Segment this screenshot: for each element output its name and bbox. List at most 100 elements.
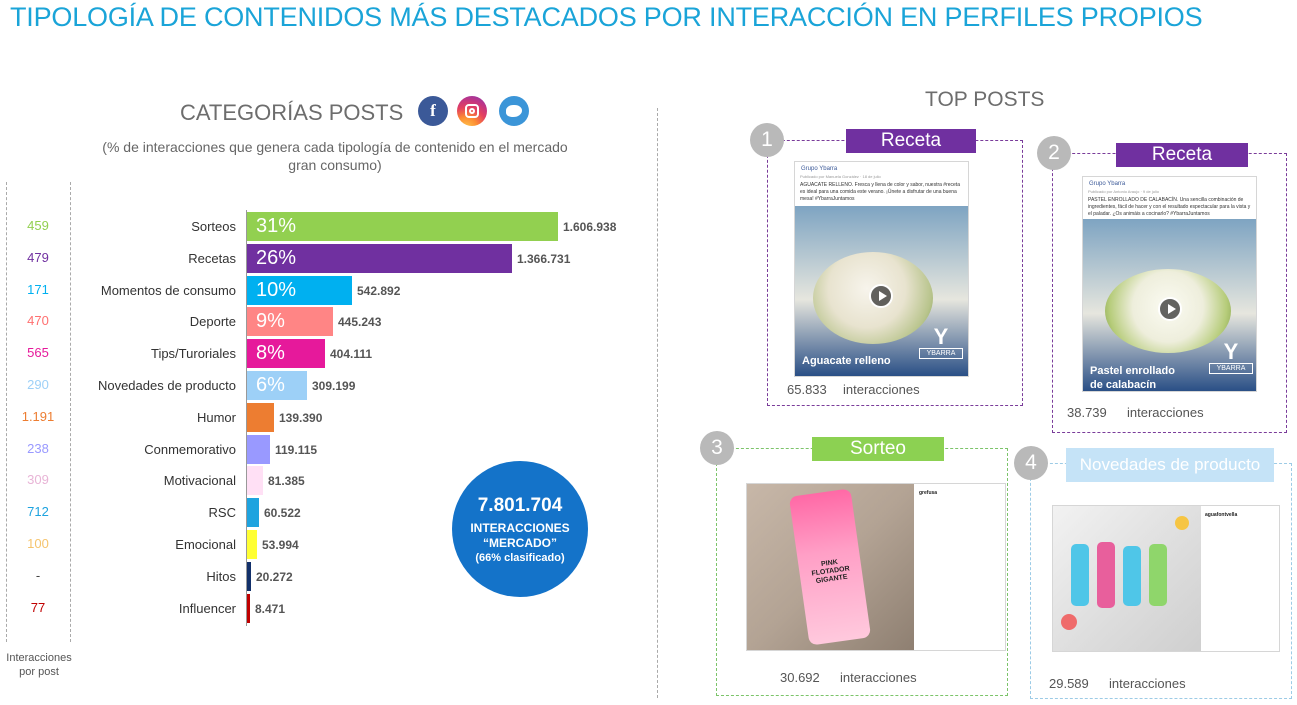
photo-caption: Aguacate relleno [802,355,891,367]
category-label: Tips/Turoriales [150,346,236,362]
interactions-per-post: 290 [27,377,49,392]
interactions-per-post: 565 [27,345,49,361]
twitter-icon [499,96,529,126]
interactions-per-post: 479 [27,249,49,265]
bar [247,434,270,464]
product-bag: PINK FLOTADOR GIGANTE [788,488,872,646]
post-date: Publicado por Antonio Araujo · 9 de juli… [1088,189,1159,194]
bar [247,593,250,623]
bar-value-label: 20.272 [256,569,293,584]
rank-badge: 1 [750,123,784,157]
interactions-per-post: 459 [27,218,49,233]
interactions-per-post: 171 [27,281,49,297]
bar-value-label: 1.366.731 [517,251,571,266]
categories-title: CATEGORÍAS POSTS [180,100,404,125]
interactions-per-post: 100 [27,536,49,551]
category-label: Motivacional [163,473,236,489]
bar-value-label: 445.243 [338,315,382,330]
bar [247,243,512,273]
bar [247,275,352,305]
bar-percent-label: 10% [256,278,297,301]
bar-value-label: 8.471 [255,601,286,616]
interactions-per-post: 238 [27,440,49,456]
bar [247,212,558,241]
interactions-per-post: 712 [27,504,49,520]
category-tag: Novedades de producto [1066,448,1274,482]
categories-subtitle: (% de interacciones que genera cada tipo… [102,139,568,173]
category-label: Recetas [188,250,236,266]
post-photo: Aguacate relleno Y YBARRA [795,206,968,376]
post-account: Grupo Ybarra [1089,181,1126,187]
per-post-caption: Interacciones por post [6,652,72,678]
bar-percent-label: 6% [256,374,285,396]
facebook-icon: f [418,96,448,126]
category-label: RSC [208,505,236,521]
play-icon[interactable] [869,284,893,308]
post-date: Publicado por Manuela González · 18 de j… [800,174,881,179]
bar-percent-label: 9% [256,310,285,333]
post-thumbnail[interactable]: PINK FLOTADOR GIGANTE grefusa [746,483,1006,651]
bar-percent-label: 26% [256,246,297,269]
bar-value-label: 139.390 [279,410,323,425]
bar [247,402,274,432]
photo-caption: Pastel enrollado de calabacín [1090,365,1175,391]
bar-value-label: 1.606.938 [563,220,617,234]
top-posts-title: TOP POSTS [925,88,1045,111]
bar-value-label: 119.115 [275,442,318,457]
category-tag: Receta [1116,143,1248,167]
post-thumbnail[interactable]: Grupo Ybarra Publicado por Manuela Gonzá… [794,161,969,377]
instagram-icon [457,96,487,126]
post-photo: PINK FLOTADOR GIGANTE [747,484,914,650]
market-total-badge: 7.801.704 INTERACCIONES “MERCADO” (66% c… [452,461,588,597]
panel-divider [657,108,658,698]
interactions-count: 29.589 [1049,676,1089,691]
category-label: Conmemorativo [144,441,236,457]
page-title: TIPOLOGÍA DE CONTENIDOS MÁS DESTACADOS P… [10,2,1203,32]
market-total-number: 7.801.704 [477,495,563,516]
interactions-per-post: 1.191 [21,408,55,424]
interactions-count: 30.692 [780,670,820,685]
market-total-note: (66% clasificado) [475,552,565,564]
post-thumbnail[interactable]: Grupo Ybarra Publicado por Antonio Arauj… [1082,176,1257,392]
category-tag: Sorteo [812,437,944,461]
interactions-count: 65.833 [787,382,827,397]
instagram-caption: grefusa [919,490,938,496]
post-text: AGUACATE RELLENO. Fresca y llena de colo… [800,182,960,202]
category-label: Momentos de consumo [100,282,236,298]
play-icon[interactable] [1158,297,1182,321]
ybarra-logo: Y YBARRA [919,326,963,362]
interactions-label: interacciones [1109,676,1186,691]
interactions-per-post: 470 [27,313,49,329]
bar-value-label: 81.385 [268,474,305,489]
divider [70,182,71,642]
interactions-count: 38.739 [1067,405,1107,420]
category-label: Hitos [206,568,236,584]
post-account: Grupo Ybarra [801,166,838,172]
instagram-caption: aguafontvella [1205,512,1238,518]
category-label: Sorteos [191,219,236,234]
bar-value-label: 542.892 [357,283,401,298]
bar [247,339,325,369]
category-label: Novedades de producto [97,378,236,393]
post-thumbnail[interactable]: aguafontvella [1052,505,1280,652]
bar [247,561,251,591]
interactions-label: interacciones [840,670,917,685]
interactions-per-post: 77 [30,599,46,615]
bar [247,530,257,559]
divider [6,182,7,642]
market-total-label: “MERCADO” [483,536,557,550]
bar-axis [246,210,247,626]
bar-value-label: 53.994 [262,538,299,552]
interactions-label: interacciones [843,382,920,397]
rank-badge: 4 [1014,446,1048,480]
rank-badge: 2 [1037,136,1071,170]
category-label: Humor [196,409,236,425]
rank-badge: 3 [700,431,734,465]
post-text: PASTEL ENROLLADO DE CALABACÍN. Una senci… [1088,197,1251,217]
interactions-label: interacciones [1127,405,1204,420]
ybarra-logo: Y YBARRA [1209,341,1253,377]
category-label: Influencer [178,600,236,616]
post-photo [1053,506,1201,651]
bar [247,307,333,337]
bar-percent-label: 8% [256,342,285,365]
